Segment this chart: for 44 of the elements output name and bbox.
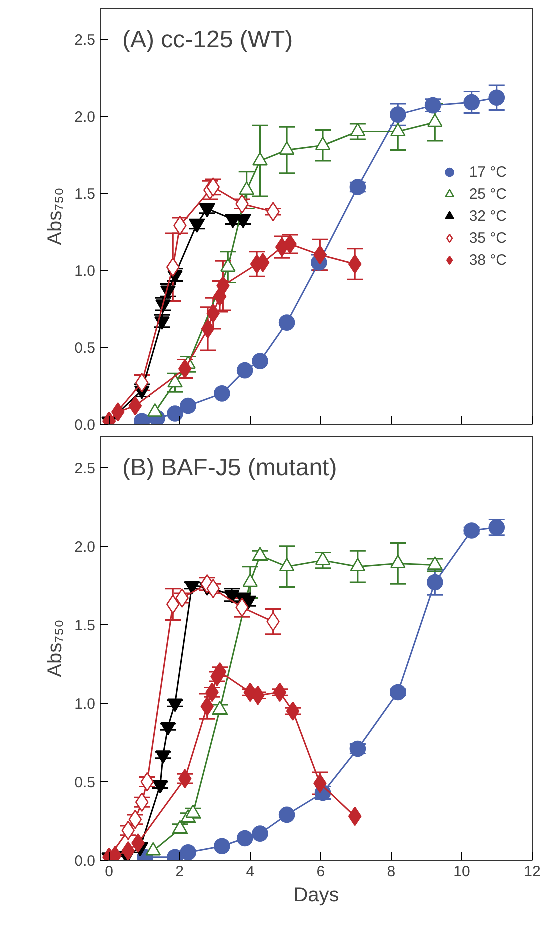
y-axis-title: Abs₇₅₀ — [44, 188, 67, 246]
y-tick-label: 1.5 — [74, 186, 96, 203]
y-tick-label: 2.0 — [74, 538, 96, 556]
x-tick-label: 6 — [316, 864, 326, 880]
y-tick-label: 0.0 — [74, 417, 96, 434]
point — [166, 258, 180, 277]
y-tick-label: 2.5 — [74, 32, 96, 49]
point — [180, 398, 196, 414]
x-axis-title: Days — [294, 884, 340, 906]
text: (B) BAF-J5 (mutant) — [122, 454, 338, 482]
point — [214, 386, 230, 402]
y-tick-label: 2.5 — [74, 460, 96, 478]
y-tick-label: 0.5 — [74, 340, 96, 357]
y-tick-label: 1.0 — [74, 262, 96, 280]
point — [348, 254, 362, 274]
legend-label: 25 °C — [469, 186, 507, 202]
x-tick-label: 8 — [387, 864, 396, 880]
point — [128, 396, 142, 416]
y-tick-label: 1.5 — [74, 617, 96, 634]
legend-label: 35 °C — [469, 230, 507, 246]
x-tick-label: 12 — [524, 864, 541, 880]
text: (A) cc-125 (WT) — [122, 26, 294, 54]
y-tick-label: 1.0 — [74, 696, 96, 713]
legend-label: 38 °C — [469, 252, 507, 268]
point — [488, 90, 506, 106]
y-tick-label: 0.5 — [74, 774, 96, 792]
x-tick-label: 2 — [176, 864, 184, 880]
y-tick-label: 0.0 — [74, 853, 96, 870]
point — [167, 406, 184, 422]
x-tick-label: 0 — [105, 864, 114, 880]
x-tick-label: 10 — [454, 864, 470, 880]
point — [201, 319, 215, 339]
y-axis-title: Abs₇₅₀ — [44, 620, 67, 678]
point — [390, 106, 406, 123]
point — [252, 353, 268, 370]
point — [350, 179, 366, 196]
point — [111, 402, 125, 422]
point — [278, 314, 296, 331]
x-tick-label: 4 — [246, 864, 255, 880]
legend-label: 17 °C — [469, 164, 507, 180]
point — [464, 94, 480, 111]
y-tick-label: 2.0 — [74, 108, 96, 126]
legend-label: 32 °C — [469, 208, 507, 224]
point — [236, 362, 254, 379]
